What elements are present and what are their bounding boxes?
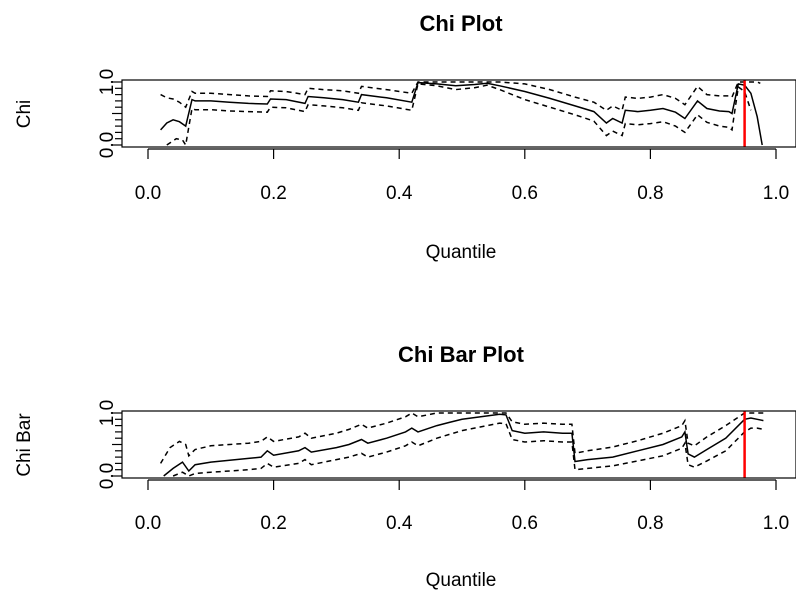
series-line-lower (172, 422, 764, 477)
y-tick-label: 1.0 (97, 400, 118, 426)
series-line-estimate (163, 413, 764, 477)
x-tick-label: 1.0 (763, 183, 789, 204)
x-tick-label: 0.4 (386, 183, 413, 204)
chart-title: Chi Plot (419, 11, 503, 36)
series-line-estimate (160, 81, 763, 146)
series-line-lower (166, 83, 752, 147)
x-axis-title: Quantile (426, 570, 497, 591)
plot-area (160, 80, 763, 147)
chi-bar-plot-panel: Chi Bar Plot Quantile Chi Bar 0.0 0.2 0.4 0… (14, 342, 796, 591)
x-tick-label: 0.8 (637, 183, 663, 204)
x-tick-label: 0.0 (135, 513, 161, 534)
x-tick-label: 0.4 (386, 513, 413, 534)
x-tick-label: 0.2 (260, 513, 286, 534)
y-tick-label: 0.0 (97, 132, 118, 158)
y-tick-label: 0.0 (97, 463, 118, 489)
axes: 0.0 0.2 0.4 0.6 0.8 1.0 0.0 1.0 (97, 400, 796, 534)
x-axis-title: Quantile (426, 242, 497, 263)
series-group (160, 81, 763, 147)
x-tick-label: 1.0 (763, 513, 789, 534)
series-line-upper (159, 412, 764, 464)
chi-plot-panel: Chi Plot Quantile Chi 0.0 0.2 0.4 0.6 0.8 1.0… (14, 11, 796, 263)
chart-title: Chi Bar Plot (398, 342, 525, 367)
x-tick-label: 0.6 (512, 183, 538, 204)
plot-area (159, 411, 764, 478)
y-axis-title: Chi (14, 100, 35, 129)
x-tick-label: 0.2 (260, 183, 286, 204)
y-tick-label: 1.0 (97, 69, 118, 95)
axes: 0.0 0.2 0.4 0.6 0.8 1.0 0.0 1.0 (97, 69, 796, 204)
x-tick-label: 0.8 (637, 513, 663, 534)
x-tick-label: 0.6 (512, 513, 538, 534)
series-line-upper (160, 81, 761, 112)
x-tick-label: 0.0 (135, 183, 161, 204)
series-group (159, 412, 764, 477)
y-axis-title: Chi Bar (14, 413, 35, 477)
